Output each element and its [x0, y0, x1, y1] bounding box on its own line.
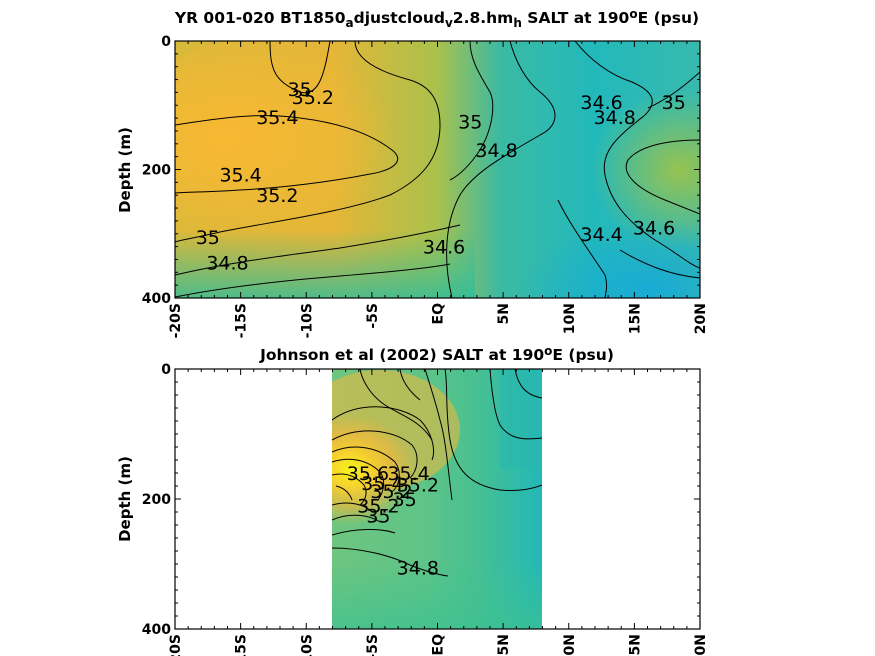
title-part: SALT at 190: [522, 9, 630, 27]
observed-salinity-panel: Johnson et al (2002) SALT at 190oE (psu): [116, 344, 709, 656]
x-tick-label: -20S: [168, 634, 184, 656]
contour-label: 35: [366, 505, 390, 527]
title-part: o: [629, 7, 637, 21]
x-tick-label: 5N: [496, 303, 512, 324]
model-contour-labels: 3535.235.435.435.23534.83534.834.634.634…: [196, 79, 686, 274]
y-tick-label: 200: [142, 492, 171, 508]
contour-label: 35: [393, 489, 417, 511]
y-tick-label: 0: [161, 362, 171, 378]
title-part: djustcloud: [354, 9, 445, 27]
contour-label: 35: [288, 79, 312, 101]
contour-label: 35.2: [256, 185, 298, 207]
y-tick-label: 200: [142, 163, 171, 179]
contour-label: 34.4: [580, 224, 622, 246]
observed-contour-lines: [332, 369, 542, 577]
model-y-axis-label: Depth (m): [116, 127, 134, 213]
y-tick-label: 400: [142, 622, 171, 638]
contour-label: 35.2: [370, 481, 412, 503]
x-tick-label: EQ: [431, 303, 447, 325]
title-part: v: [445, 16, 453, 30]
x-tick-label: -10S: [299, 303, 315, 338]
y-tick-label: 0: [161, 34, 171, 50]
contour-label: 34.8: [594, 107, 636, 129]
contour-label: 35.4: [361, 473, 403, 495]
contour-label: 34.8: [397, 557, 439, 579]
contour-label: 35.4: [256, 107, 298, 129]
observed-panel-title: Johnson et al (2002) SALT at 190oE (psu): [259, 344, 614, 364]
contour-label: 35.6: [347, 463, 389, 485]
x-tick-label: -5S: [365, 303, 381, 329]
model-salinity-panel: YR 001-020 BT1850adjustcloudv2.8.hmh SAL…: [116, 7, 709, 338]
contour-label: 35.2: [357, 496, 399, 518]
x-tick-label: 15N: [627, 303, 643, 334]
x-tick-label: EQ: [431, 634, 447, 656]
contour-label: 34.8: [475, 140, 517, 162]
x-tick-label: 10N: [562, 303, 578, 334]
observed-y-axis-label: Depth (m): [116, 456, 134, 542]
x-tick-label: 20N: [693, 634, 709, 656]
model-contour-lines: [175, 41, 700, 298]
contour-label: 35: [662, 92, 686, 114]
contour-label: 35: [458, 111, 482, 133]
title-part: 2.8.hm: [453, 9, 514, 27]
contour-label: 35.2: [397, 475, 439, 497]
x-tick-label: -15S: [234, 303, 250, 338]
model-axes-ticks: -20S -15S -10S -5S EQ 5N 10N 15N 20N 0 200 400: [142, 34, 709, 338]
x-tick-label: 10N: [562, 634, 578, 656]
contour-label: 34.6: [423, 237, 465, 259]
contour-label: 35.4: [219, 165, 261, 187]
x-tick-label: -15S: [234, 634, 250, 656]
title-part: E (psu): [552, 346, 614, 364]
contour-label: 34.8: [206, 253, 248, 275]
observed-salinity-field: [332, 369, 542, 629]
x-tick-label: -5S: [365, 634, 381, 656]
observed-axes-ticks: -20S -15S -10S -5S EQ 5N 10N 15N 20N 0 200 400: [142, 362, 709, 656]
title-part: YR 001-020 BT1850: [174, 9, 346, 27]
contour-label: 35.4: [387, 463, 429, 485]
title-part: Johnson et al (2002) SALT at 190: [259, 346, 544, 364]
title-part: h: [513, 16, 522, 30]
model-salinity-field: [175, 41, 700, 298]
contour-label: 35: [196, 227, 220, 249]
y-tick-label: 400: [142, 291, 171, 307]
contour-label: 34.6: [580, 92, 622, 114]
x-tick-label: -20S: [168, 303, 184, 338]
title-part: a: [346, 16, 354, 30]
x-tick-label: -10S: [299, 634, 315, 656]
title-part: o: [544, 344, 552, 358]
title-part: E (psu): [638, 9, 700, 27]
x-tick-label: 15N: [627, 634, 643, 656]
contour-label: 35.2: [292, 87, 334, 109]
x-tick-label: 5N: [496, 634, 512, 655]
contour-label: 34.6: [633, 217, 675, 239]
model-panel-title: YR 001-020 BT1850adjustcloudv2.8.hmh SAL…: [174, 7, 699, 29]
x-tick-label: 20N: [693, 303, 709, 334]
